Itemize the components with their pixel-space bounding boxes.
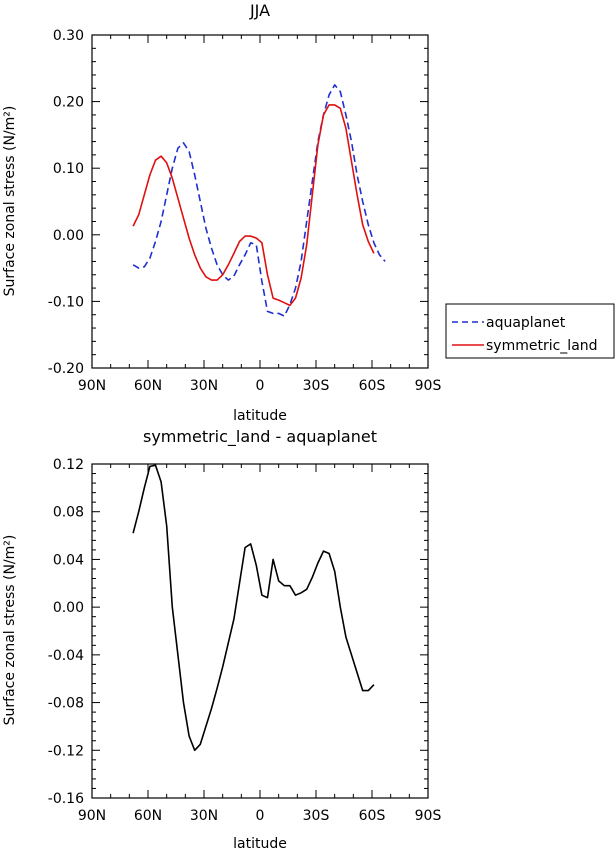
- y-tick-label: 0.20: [53, 95, 84, 111]
- plot-area: 90N 60N 30N 0 30S 60S 90S -0.16 -0.12 -0.08 -0.04 0…: [48, 457, 442, 824]
- x-tick-label: 60S: [359, 378, 386, 394]
- chart-jja: JJA 90N 60N 30N 0 30S 60S 90S -0.20 -0.10 0.00 0.1…: [2, 1, 615, 424]
- y-axis-title: Surface zonal stress (N/m²): [2, 106, 18, 297]
- y-tick-label: 0.08: [53, 505, 84, 521]
- series-line-symmetric-land: [132, 104, 375, 307]
- x-tick-label: 30N: [190, 378, 218, 394]
- legend: aquaplanet symmetric_land: [445, 303, 615, 359]
- series-line-difference: [132, 464, 375, 752]
- x-axis-title: latitude: [233, 836, 287, 851]
- y-tick-label: -0.12: [48, 743, 84, 759]
- x-tick-label: 90S: [415, 378, 442, 394]
- series-line-aquaplanet: [132, 84, 386, 317]
- y-tick-label: 0.10: [53, 161, 84, 177]
- x-tick-label: 60N: [134, 808, 162, 824]
- x-tick-label: 90N: [78, 808, 106, 824]
- x-tick-label: 60N: [134, 378, 162, 394]
- y-tick-label: 0.00: [53, 600, 84, 616]
- x-tick-label: 30S: [303, 808, 330, 824]
- plot-frame: [91, 463, 429, 799]
- y-tick-label: 0.12: [53, 457, 84, 473]
- x-tick-label: 90S: [415, 808, 442, 824]
- x-axis-title: latitude: [233, 408, 287, 424]
- x-tick-label: 60S: [359, 808, 386, 824]
- y-tick-label: 0.00: [53, 228, 84, 244]
- y-tick-label: 0.30: [53, 28, 84, 44]
- chart-difference: symmetric_land - aquaplanet 90N 60N 30N 0 30…: [2, 427, 441, 851]
- y-tick-label: -0.10: [48, 294, 84, 310]
- y-tick-label: -0.20: [48, 361, 84, 377]
- x-tick-label: 90N: [78, 378, 106, 394]
- legend-box: [445, 303, 615, 359]
- x-tick-label: 30N: [190, 808, 218, 824]
- legend-label-aquaplanet: aquaplanet: [486, 315, 566, 331]
- y-tick-label: -0.04: [48, 648, 84, 664]
- legend-label-symmetric-land: symmetric_land: [486, 338, 598, 354]
- x-tick-label: 0: [256, 378, 265, 394]
- y-axis-title: Surface zonal stress (N/m²): [2, 535, 18, 726]
- y-tick-label: -0.08: [48, 696, 84, 712]
- chart-title: JJA: [249, 1, 270, 20]
- x-tick-label: 0: [256, 808, 265, 824]
- y-tick-label: 0.04: [53, 552, 84, 568]
- plot-area: 90N 60N 30N 0 30S 60S 90S -0.20 -0.10 0.00 0.10 0.2…: [48, 28, 442, 394]
- chart-title: symmetric_land - aquaplanet: [143, 427, 377, 447]
- y-tick-label: -0.16: [48, 791, 84, 807]
- x-tick-label: 30S: [303, 378, 330, 394]
